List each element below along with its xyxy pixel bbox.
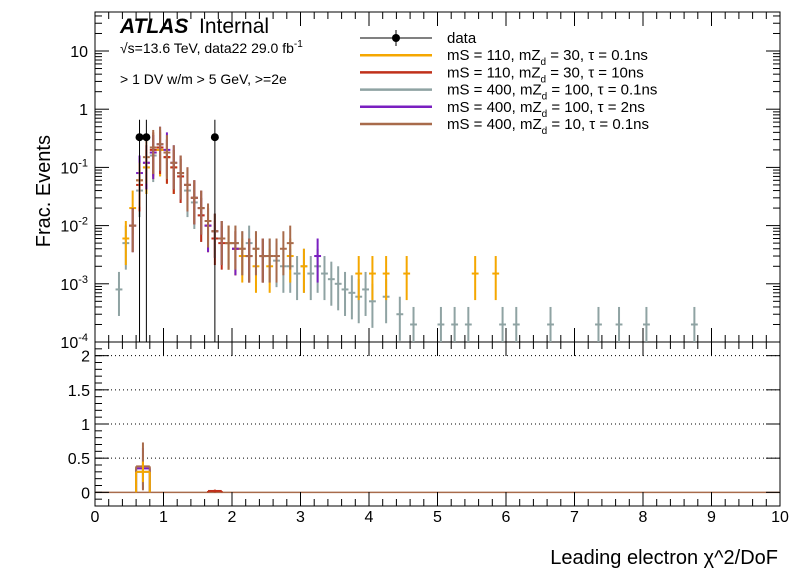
x-axis-ticks: 0 1 2 3 4 5 6 7 8 9 10: [91, 12, 789, 526]
ratio-markers-layer: [135, 442, 223, 493]
upper-plot-frame: [94, 11, 781, 343]
ratio-y-tick-label: 1.5: [68, 383, 90, 400]
x-tick-label: 8: [639, 509, 648, 526]
legend-label-s5: mS = 400, mZd = 10, τ = 0.1ns: [447, 116, 649, 137]
legend-label-data: data: [447, 30, 477, 47]
x-tick-label: 1: [159, 509, 168, 526]
x-tick-label: 9: [707, 509, 716, 526]
x-axis-title: Leading electron χ^2/DoF: [550, 547, 778, 569]
x-tick-label: 7: [570, 509, 579, 526]
x-tick-label: 10: [771, 509, 789, 526]
data-point: [142, 133, 151, 142]
data-points-layer: [135, 119, 219, 342]
legend-label-s4: mS = 400, mZd = 100, τ = 2ns: [447, 99, 645, 120]
x-tick-label: 5: [433, 509, 442, 526]
y-tick-label: 10-3: [60, 274, 88, 294]
y-tick-label: 10: [70, 44, 88, 61]
x-tick-label: 0: [91, 509, 100, 526]
upper-axis-ticks: 10-4 10-3 10-2 10-1 1 10: [60, 15, 780, 352]
ratio-y-tick-label: 0.5: [68, 451, 90, 468]
ratio-y-tick-label: 2: [81, 349, 90, 366]
y-tick-label: 10-4: [60, 332, 88, 352]
ratio-y-tick-label: 0: [81, 485, 90, 502]
y-tick-label: 10-2: [60, 216, 88, 236]
legend-label-s2: mS = 110, mZd = 30, τ = 10ns: [447, 64, 644, 85]
x-tick-label: 4: [365, 509, 374, 526]
selection-text: > 1 DV w/m > 5 GeV, >=2e: [120, 71, 287, 87]
ratio-plot-frame: [94, 341, 781, 507]
x-tick-label: 6: [502, 509, 511, 526]
legend-label-s3: mS = 400, mZd = 100, τ = 0.1ns: [447, 82, 657, 103]
atlas-status: Internal: [199, 15, 269, 38]
legend-label-s1: mS = 110, mZd = 30, τ = 0.1ns: [447, 47, 648, 68]
data-point: [210, 133, 219, 142]
ratio-axis-ticks: 0 0.5 1 1.5 2: [68, 348, 780, 502]
y-tick-label: 10-1: [60, 157, 88, 177]
legend-data-marker: [392, 34, 400, 42]
atlas-label: ATLAS: [119, 15, 188, 38]
x-tick-label: 3: [296, 509, 305, 526]
upper-histogram-layer: [115, 126, 698, 342]
ratio-y-tick-label: 1: [81, 417, 90, 434]
energy-lumi-text: √s=13.6 TeV, data22 29.0 fb-1: [120, 39, 303, 56]
x-tick-label: 2: [228, 509, 237, 526]
y-tick-label: 1: [79, 102, 88, 119]
y-axis-title: Frac. Events: [33, 135, 55, 247]
data-point: [135, 133, 144, 142]
